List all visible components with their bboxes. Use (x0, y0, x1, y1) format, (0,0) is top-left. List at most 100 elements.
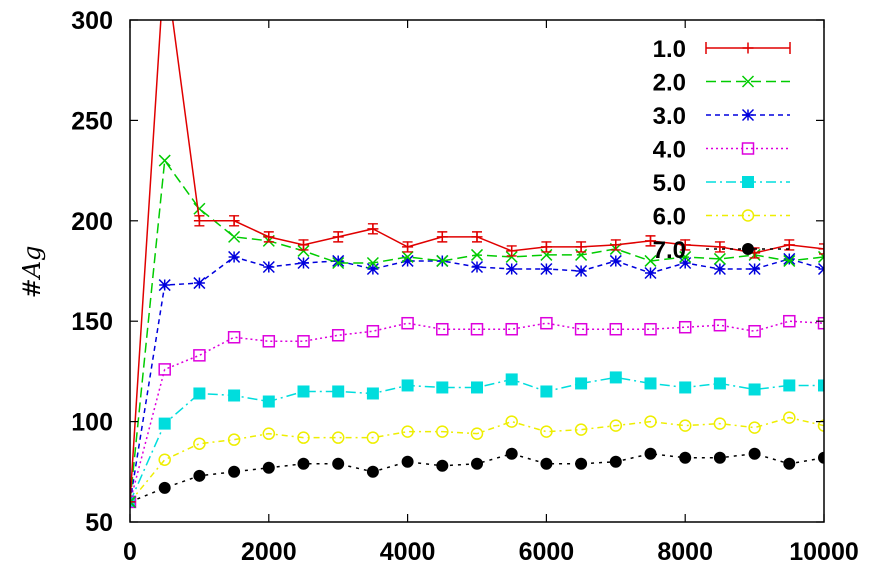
data-point (713, 262, 726, 276)
data-point (297, 457, 310, 470)
series-line-5.0 (130, 376, 824, 503)
legend-marker (742, 42, 754, 54)
legend-marker (742, 243, 754, 255)
data-point (228, 230, 241, 243)
series-7.0 (130, 447, 824, 508)
data-point (436, 425, 449, 438)
data-point (366, 465, 379, 478)
series-4.0 (130, 314, 824, 509)
data-point (505, 250, 518, 263)
data-point (471, 457, 483, 470)
data-point (574, 423, 588, 436)
data-point (158, 417, 171, 430)
legend-marker (741, 108, 755, 122)
data-point (402, 241, 414, 253)
data-point (366, 262, 379, 276)
legend-item: 6.0 (653, 204, 790, 231)
legend-item: 1.0 (653, 36, 791, 63)
data-point (714, 241, 726, 253)
data-point (713, 417, 727, 430)
data-point (748, 447, 761, 460)
data-point (158, 481, 171, 494)
legend-label: 1.0 (653, 36, 686, 63)
data-point (401, 455, 414, 468)
data-point (575, 377, 588, 390)
data-point (678, 320, 692, 334)
data-point (818, 243, 824, 255)
data-point (748, 324, 761, 338)
x-tick-label: 6000 (519, 538, 575, 566)
data-point (645, 235, 656, 247)
series-1.0 (130, 20, 824, 508)
y-tick-label: 200 (71, 208, 113, 236)
data-point (470, 260, 484, 274)
plot-frame (129, 19, 825, 523)
legend-marker (741, 75, 755, 88)
data-point (609, 371, 622, 384)
data-point (366, 324, 380, 338)
error-bar (819, 243, 824, 255)
data-point (331, 329, 345, 342)
data-point (609, 419, 623, 432)
data-point (158, 453, 171, 467)
series-line-6.0 (130, 416, 824, 503)
data-point (262, 395, 275, 408)
data-point (505, 415, 518, 428)
data-point (678, 419, 692, 432)
data-point (262, 427, 276, 440)
x-tick-label: 10000 (789, 538, 859, 566)
y-axis-label: #Ag (18, 246, 46, 299)
legend-label: 6.0 (653, 204, 686, 231)
data-point (366, 431, 380, 444)
data-point (332, 254, 345, 267)
data-point (470, 427, 484, 440)
data-point (713, 451, 726, 464)
data-point (297, 335, 310, 348)
data-point (817, 419, 824, 432)
data-point (401, 425, 414, 438)
legend-item: 4.0 (653, 137, 790, 164)
data-point (401, 316, 414, 330)
data-point (540, 241, 552, 253)
data-point (644, 266, 657, 280)
data-point (436, 254, 449, 267)
data-point (609, 322, 623, 336)
legend-item: 7.0 (653, 237, 790, 264)
data-point (332, 256, 345, 269)
data-point (783, 254, 796, 267)
data-point (227, 331, 241, 344)
data-point (297, 385, 310, 398)
data-point (367, 223, 379, 235)
data-point (505, 447, 518, 460)
data-point (228, 465, 241, 478)
data-point (193, 277, 206, 290)
data-point (783, 239, 795, 251)
data-point (644, 322, 657, 336)
legend-label: 2.0 (653, 70, 686, 97)
axis-ticks: 0 2000 4000 6000 8000 10000 50 100 150 200 250 300 (71, 7, 858, 566)
data-point (748, 262, 761, 276)
data-point (471, 381, 483, 394)
series-5.0 (130, 371, 824, 508)
data-point (505, 262, 518, 276)
data-point (783, 314, 796, 328)
y-tick-label: 50 (85, 509, 113, 537)
data-point (748, 383, 761, 396)
x-tick-label: 4000 (380, 538, 436, 566)
series-line-7.0 (130, 452, 824, 503)
data-point (644, 415, 657, 428)
series-line-4.0 (130, 320, 824, 503)
data-point (644, 254, 657, 267)
data-point (679, 256, 692, 269)
data-point (818, 379, 824, 392)
data-point (193, 215, 205, 227)
data-point (575, 264, 588, 278)
data-point (470, 322, 484, 336)
data-point (262, 335, 276, 348)
data-point (679, 381, 692, 394)
data-point (713, 377, 726, 390)
legend-marker (741, 142, 755, 155)
data-point (436, 322, 449, 336)
data-point (193, 349, 206, 362)
data-point (713, 318, 727, 332)
